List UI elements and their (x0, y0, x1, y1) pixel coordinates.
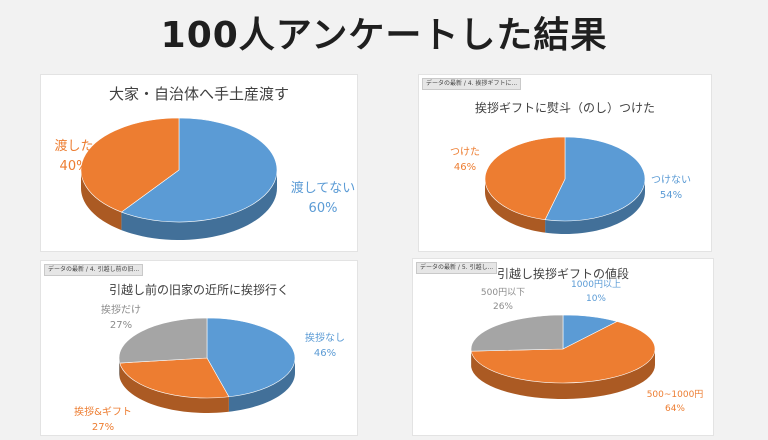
slice-label-value: 64% (664, 403, 685, 414)
slice-label-name: つけた (450, 147, 480, 158)
pie-side (81, 170, 122, 231)
chart-title: 大家・自治体へ手土産渡す (108, 85, 289, 103)
slice-label-value: 10% (585, 293, 606, 304)
pie-side (485, 179, 546, 233)
slice-label-value: 26% (492, 301, 513, 312)
slice-label-value: 46% (313, 348, 337, 359)
slice-label: 渡した 40% (43, 137, 105, 176)
chart-tag: データの最新 / 4. 挨拶ギフトに... (422, 78, 522, 90)
pie-slice-orange (470, 321, 656, 384)
slice-label-name: 1000円以上 (571, 280, 621, 290)
slice-label: つけた 46% (437, 145, 493, 175)
slice-label-value: 27% (91, 422, 115, 433)
slice-label-name: 渡した (54, 139, 94, 154)
pie-slice-orange (80, 117, 180, 213)
slice-label-value: 27% (109, 320, 133, 331)
pie-chart-3 (118, 317, 296, 413)
chart-tag: データの最新 / 5. 引越し... (416, 262, 498, 274)
pie-slice-blue (120, 117, 278, 223)
slice-label-name: 渡してない (290, 181, 356, 196)
chart-panel-4: データの最新 / 5. 引越し... 引越し挨拶ギフトの値段 500円以下 26… (412, 258, 714, 436)
slice-label-name: 500円以下 (480, 288, 526, 298)
pie-slice-orange (484, 136, 566, 221)
pie-side (471, 349, 655, 399)
slice-label: 1000円以上 10% (563, 279, 629, 306)
slice-label: 挨拶なし 46% (297, 331, 353, 361)
pie-slice-blue (544, 136, 646, 222)
slice-label: 挨拶&ギフト 27% (65, 405, 141, 435)
pie-side (121, 170, 277, 240)
chart-title: 挨拶ギフトに熨斗（のし）つけた (474, 101, 655, 115)
slice-label: 500~1000円 64% (639, 389, 711, 416)
chart-title: 引越し前の旧家の近所に挨拶行く (108, 283, 289, 297)
slice-label: つけない 54% (641, 173, 701, 203)
pie-slice-orange (119, 357, 230, 399)
pie-side (119, 363, 229, 413)
slice-label-name: 500~1000円 (646, 390, 704, 400)
slice-label-name: 挨拶&ギフト (74, 407, 132, 418)
pie-side (228, 358, 295, 412)
chart-panel-3: データの最新 / 4. 引越し前の旧... 引越し前の旧家の近所に挨拶行く 挨拶… (40, 260, 358, 436)
chart-tag: データの最新 / 4. 引越し前の旧... (44, 264, 144, 276)
chart-panel-1: 大家・自治体へ手土産渡す 渡した 40% 渡してない 60% (40, 74, 358, 252)
chart-title: 引越し挨拶ギフトの値段 (496, 267, 629, 281)
pie-slice-gray (118, 317, 208, 364)
chart-panel-2: データの最新 / 4. 挨拶ギフトに... 挨拶ギフトに熨斗（のし）つけた つけ… (418, 74, 712, 252)
pie-chart-4 (470, 314, 656, 399)
slice-label-value: 54% (659, 190, 683, 201)
slice-label-name: 挨拶だけ (101, 305, 141, 316)
slice-label-value: 46% (453, 162, 477, 173)
slice-label-value: 60% (308, 200, 338, 216)
slice-label: 500円以下 26% (471, 287, 535, 314)
pie-slice-gray (470, 314, 564, 352)
slice-label-name: 挨拶なし (305, 333, 345, 344)
slice-label-value: 40% (59, 158, 89, 174)
slice-label: 渡してない 60% (289, 179, 357, 218)
page-title: 100人アンケートした結果 (160, 15, 608, 56)
pie-slice-blue (206, 317, 296, 398)
pie-side (545, 179, 645, 234)
slice-label: 挨拶だけ 27% (91, 303, 151, 333)
slice-label-name: つけない (651, 175, 691, 186)
pie-chart-2 (484, 136, 646, 234)
pie-chart-1 (80, 117, 278, 240)
